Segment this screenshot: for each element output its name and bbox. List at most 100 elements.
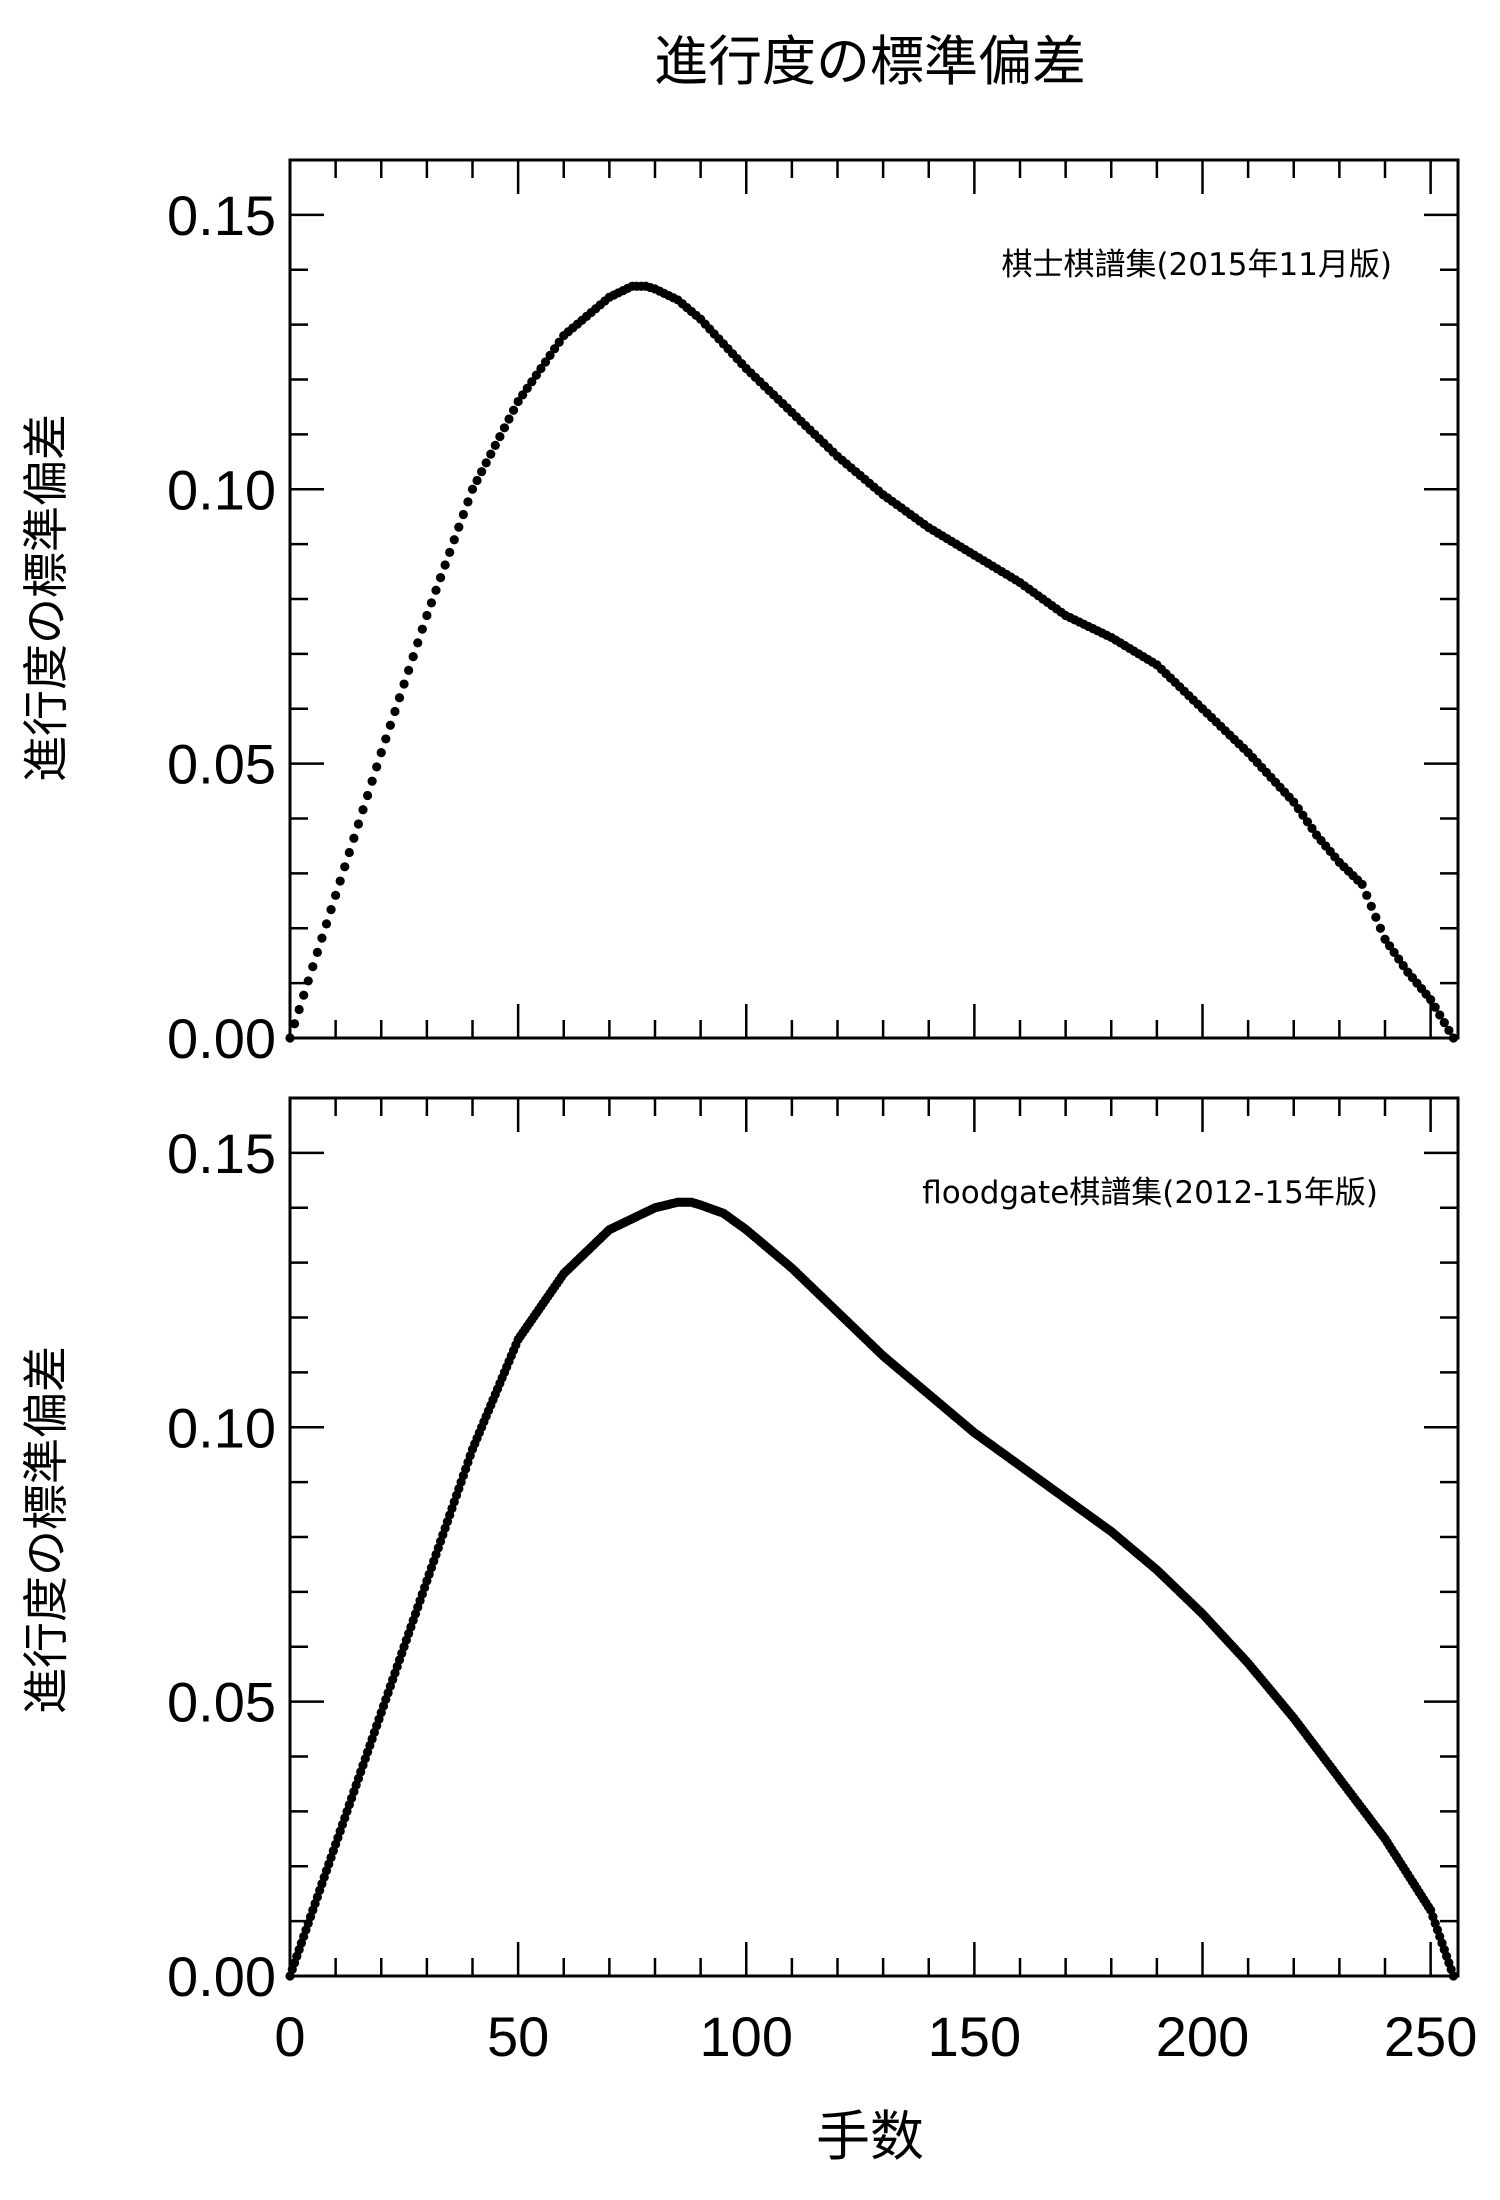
top-data-point [381, 734, 391, 744]
top-data-point [522, 383, 532, 393]
top-data-point [1357, 879, 1367, 889]
top-data-point [289, 1019, 300, 1029]
top-data-point [477, 467, 487, 477]
top-data-point [312, 947, 322, 957]
bottom-x-tick-label: 150 [928, 2005, 1021, 2068]
top-data-point [481, 458, 491, 468]
top-data-point [303, 976, 313, 986]
top-data-point [353, 819, 364, 829]
top-data-point [1362, 890, 1372, 900]
top-data-point [367, 776, 377, 786]
top-data-point [445, 547, 455, 557]
top-data-point [422, 610, 432, 621]
top-data-point [440, 560, 450, 570]
top-data-point [344, 847, 354, 858]
bottom-x-tick-label: 0 [274, 2005, 305, 2068]
top-data-point [372, 762, 382, 772]
top-data-point [499, 423, 510, 433]
top-data-point [490, 440, 500, 450]
top-data-point [1439, 1018, 1449, 1028]
top-data-point [540, 357, 551, 367]
top-data-point [486, 449, 496, 459]
bottom-y-tick-label: 0.05 [167, 1671, 276, 1734]
top-data-point [1371, 912, 1381, 922]
top-data-point [299, 990, 309, 1000]
top-data-point [435, 572, 446, 583]
top-data-point [426, 598, 437, 608]
top-data-point [294, 1004, 304, 1015]
top-data-point [504, 414, 514, 424]
top-data-point [335, 876, 345, 886]
top-panel-ylabel: 進行度の標準偏差 [19, 414, 73, 782]
top-data-point [1366, 901, 1376, 911]
bottom-x-tick-label: 250 [1384, 2005, 1477, 2068]
top-data-point [1430, 1002, 1440, 1012]
top-data-point [1389, 947, 1399, 957]
top-data-point [340, 862, 350, 872]
top-data-point [531, 370, 541, 380]
bottom-panel-annotation: floodgate棋譜集(2012-15年版) [922, 1175, 1378, 1211]
bottom-panel-ylabel: 進行度の標準偏差 [19, 1346, 73, 1714]
top-data-point [408, 652, 418, 662]
top-data-point [326, 904, 336, 915]
top-y-tick-label: 0.05 [167, 733, 276, 796]
bottom-y-tick-label: 0.10 [167, 1396, 276, 1459]
top-data-point [390, 706, 400, 717]
top-data-point [1380, 934, 1390, 944]
top-data-point [1435, 1010, 1445, 1020]
top-data-point [495, 431, 505, 442]
top-data-point [317, 933, 327, 943]
top-data-point [536, 363, 546, 374]
top-data-point [362, 790, 373, 801]
top-data-point [413, 638, 423, 648]
top-data-point [431, 585, 441, 595]
top-data-point [454, 522, 464, 532]
top-data-point [472, 475, 482, 486]
top-data-point [1448, 1033, 1459, 1043]
top-data-point [285, 1033, 295, 1043]
top-data-point [385, 720, 395, 730]
top-data-point [1375, 923, 1386, 933]
bottom-data-point [1448, 1971, 1459, 1981]
top-data-point [1302, 817, 1313, 827]
top-data-point [331, 890, 341, 900]
top-data-point [550, 344, 560, 354]
top-data-point [458, 509, 468, 520]
top-data-point [1293, 804, 1303, 814]
top-data-point [1307, 823, 1317, 833]
top-y-tick-label: 0.00 [167, 1007, 276, 1070]
top-panel-annotation: 棋士棋譜集(2015年11月版) [1001, 247, 1392, 283]
top-data-point [1394, 954, 1404, 964]
top-data-point [308, 962, 318, 972]
top-data-point [513, 396, 523, 407]
top-y-tick-label: 0.15 [167, 184, 276, 247]
bottom-y-tick-label: 0.00 [167, 1945, 276, 2008]
top-data-point [417, 624, 427, 634]
top-data-point [545, 350, 555, 360]
top-data-point [1398, 960, 1408, 971]
bottom-panel: 進行度の標準偏差 floodgate棋譜集(2012-15年版) 0.00 0.0… [19, 1096, 1477, 2068]
x-axis-label: 手数 [816, 2105, 924, 2168]
bottom-y-tick-label: 0.15 [167, 1122, 276, 1185]
top-data-point [467, 484, 478, 494]
top-data-point [358, 805, 368, 815]
top-data-point [1426, 994, 1436, 1005]
top-data-point [518, 390, 528, 400]
top-data-point [349, 833, 359, 843]
top-data-point [1384, 941, 1395, 951]
top-data-point [508, 405, 519, 415]
top-data-point [1444, 1025, 1454, 1035]
top-data-point [1298, 810, 1308, 820]
top-data-point [554, 337, 564, 347]
top-panel-frame [288, 158, 1460, 1040]
top-panel: 進行度の標準偏差 棋士棋譜集(2015年11月版) 0.00 0.05 0.10 0.… [19, 158, 1460, 1070]
bottom-x-tick-label: 200 [1156, 2005, 1249, 2068]
top-data-point [527, 377, 537, 387]
top-data-point [394, 693, 405, 703]
figure-title: 進行度の標準偏差 [654, 30, 1086, 93]
bottom-x-tick-label: 100 [700, 2005, 793, 2068]
bottom-panel-frame [288, 1096, 1460, 1978]
top-data-point [404, 665, 414, 675]
top-data-point [321, 919, 332, 929]
